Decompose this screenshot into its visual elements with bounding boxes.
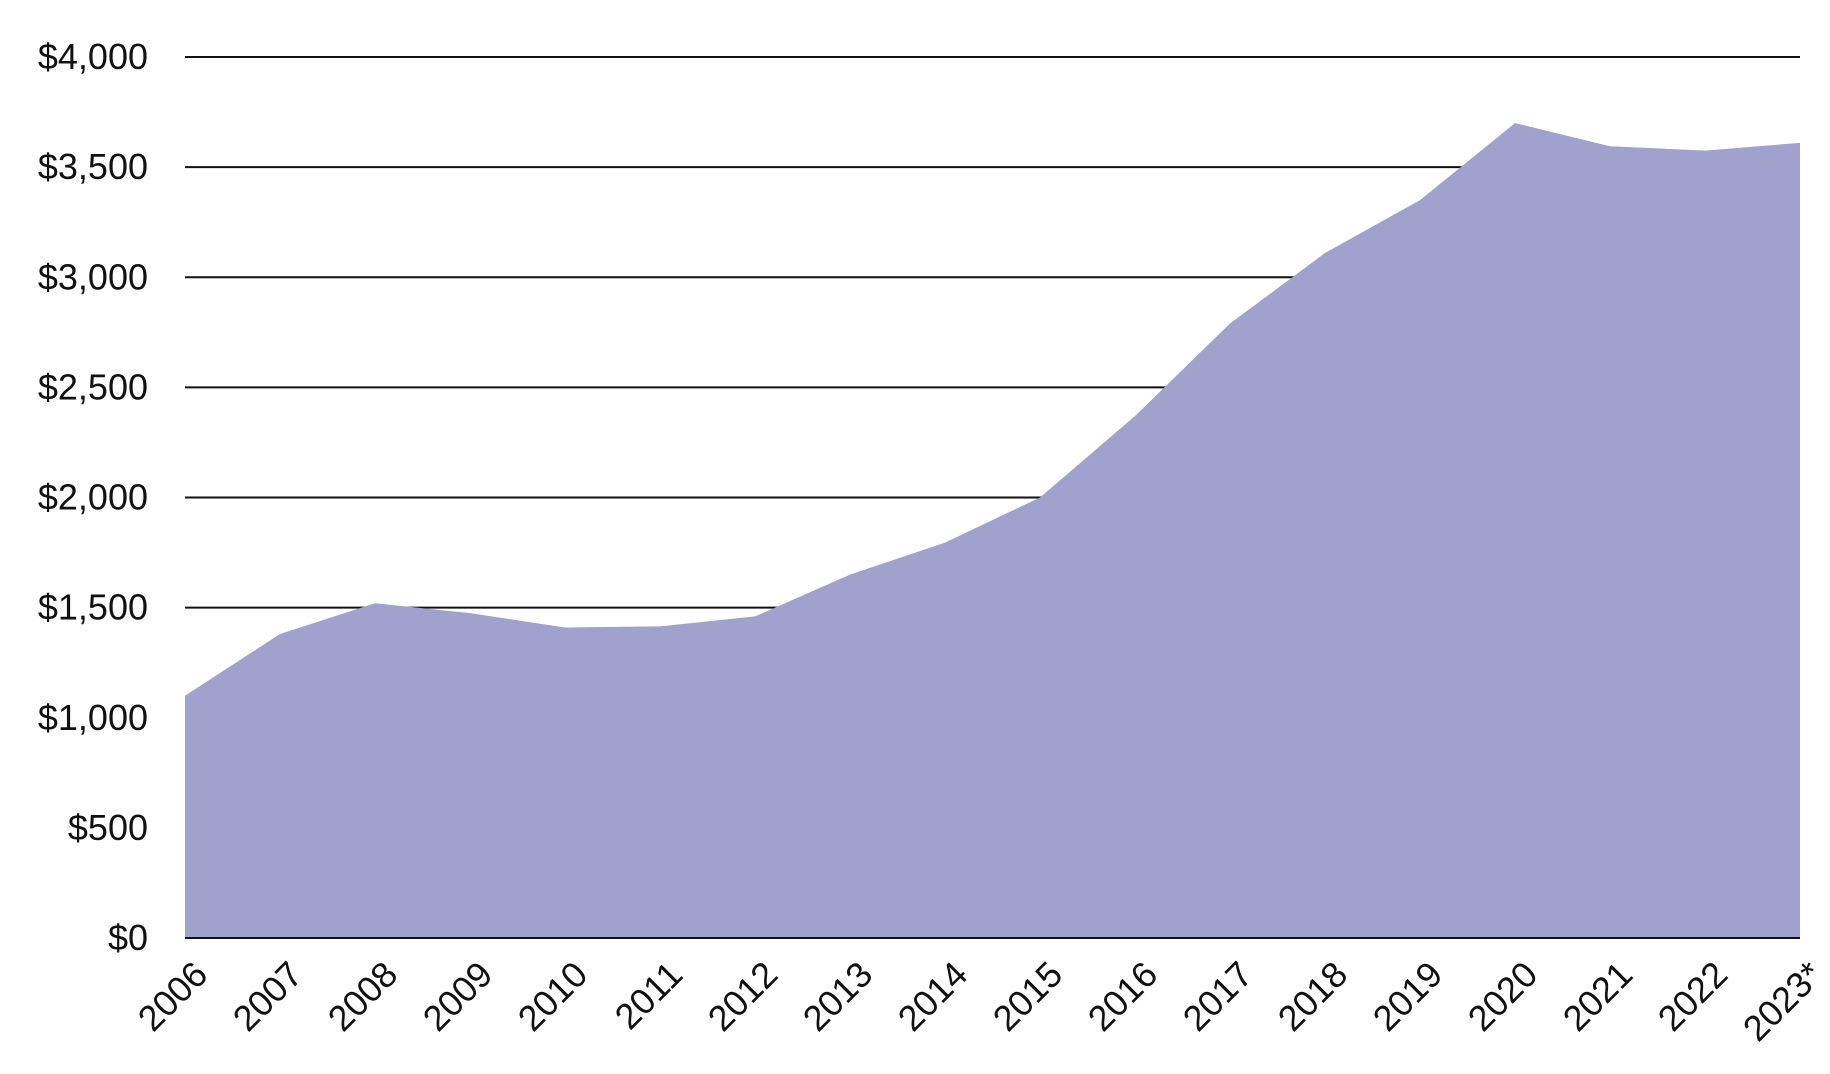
x-tick-label: 2018 (1270, 953, 1356, 1039)
x-tick-label: 2009 (415, 953, 501, 1039)
x-tick-label: 2019 (1365, 953, 1451, 1039)
x-tick-label: 2016 (1080, 953, 1166, 1039)
x-tick-label: 2007 (225, 953, 311, 1039)
y-tick-label: $0 (108, 917, 148, 958)
area-fill (185, 123, 1800, 938)
x-tick-label: 2006 (130, 953, 216, 1039)
y-tick-label: $2,000 (38, 477, 148, 518)
x-tick-label: 2022 (1650, 953, 1736, 1039)
y-axis-tick-labels: $0 $500 $1,000 $1,500 $2,000 $2,500 $3,000 $3,5… (38, 36, 148, 958)
y-tick-label: $3,500 (38, 146, 148, 187)
x-tick-label: 2020 (1460, 953, 1546, 1039)
y-tick-label: $1,500 (38, 587, 148, 628)
x-tick-label: 2023* (1735, 953, 1830, 1049)
area-series (185, 123, 1800, 938)
x-tick-label: 2021 (1555, 953, 1641, 1039)
x-tick-label: 2013 (795, 953, 881, 1039)
x-tick-label: 2015 (985, 953, 1071, 1039)
y-tick-label: $3,000 (38, 256, 148, 297)
x-tick-label: 2012 (700, 953, 786, 1039)
y-tick-label: $500 (68, 807, 148, 848)
x-tick-label: 2014 (890, 953, 976, 1039)
y-tick-label: $4,000 (38, 36, 148, 77)
x-axis-tick-labels: 2006 2007 2008 2009 2010 2011 2012 2013 2014 2015… (130, 953, 1830, 1049)
y-tick-label: $1,000 (38, 697, 148, 738)
x-tick-label: 2010 (510, 953, 596, 1039)
x-tick-label: 2017 (1175, 953, 1261, 1039)
x-tick-label: 2008 (320, 953, 406, 1039)
x-tick-label: 2011 (607, 953, 691, 1037)
y-tick-label: $2,500 (38, 366, 148, 407)
